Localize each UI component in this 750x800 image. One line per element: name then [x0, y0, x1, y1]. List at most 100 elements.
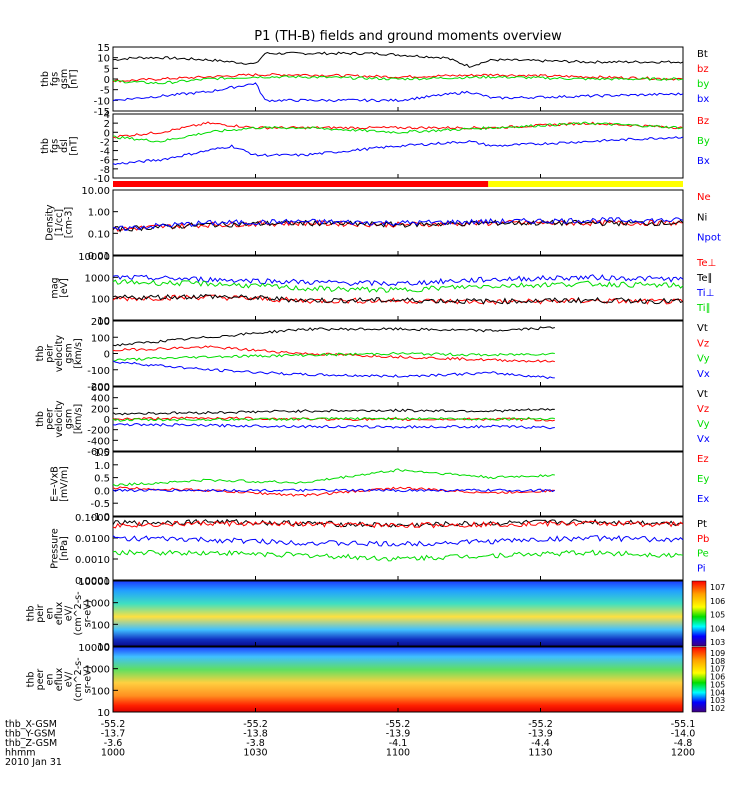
y-tick-label: 600: [91, 383, 110, 394]
plot-title: P1 (TH-B) fields and ground moments over…: [254, 29, 562, 44]
colorbar-tick: 109: [710, 649, 725, 658]
y-axis-label: sr-eV): [83, 666, 94, 694]
y-axis-label: thb: [26, 606, 37, 622]
mode-bar: [113, 181, 683, 187]
y-tick-label: -2: [100, 137, 110, 148]
legend-entry: Vz: [697, 404, 709, 415]
y-axis-label: fgs: [49, 139, 60, 153]
panel-5: 6004002000-200-400-600thbpeervelocitygsm…: [35, 383, 710, 458]
y-axis-label: [nT]: [68, 69, 79, 88]
y-tick-label: 1.5: [94, 448, 110, 459]
legend-entry: Ez: [697, 454, 709, 465]
colorbar-tick: 103: [710, 638, 725, 647]
legend-entry: Npot: [697, 233, 721, 244]
x-row-value: -4.8: [674, 738, 693, 749]
series-line-green: [112, 75, 684, 85]
y-tick-label: 10000: [78, 577, 110, 588]
y-tick-label: -10: [94, 96, 110, 107]
x-row-value: -14.0: [671, 729, 696, 740]
y-tick-label: 1000: [85, 665, 110, 676]
y-tick-label: -6: [100, 156, 110, 167]
series-line-black: [112, 51, 684, 68]
y-axis-label: gsm: [64, 343, 75, 363]
y-axis-label: peir: [45, 344, 56, 363]
y-tick-label: 0.0001: [75, 576, 110, 587]
y-tick-label: 0.0: [94, 486, 110, 497]
panel-frame: [112, 451, 684, 517]
y-tick-label: 15: [97, 43, 110, 54]
y-tick-label: 100: [91, 620, 110, 631]
series-line-red: [112, 219, 684, 232]
series-line-blue: [112, 422, 555, 430]
legend-entry: by: [697, 79, 709, 90]
panel-2: 10.00 1.00 0.10 0.01 Density[1/cc][cm-3] Ne Ni…: [45, 186, 721, 262]
y-tick-label: -0.5: [90, 499, 110, 510]
y-tick-label: 200: [91, 404, 110, 415]
y-tick-label: 2: [104, 119, 110, 130]
x-row-value: -55.2: [243, 719, 268, 730]
y-tick-label: 0: [104, 415, 110, 426]
series-line-black: [112, 294, 684, 305]
y-tick-label: 10000: [78, 643, 110, 654]
y-axis-label: E=-VxB: [49, 466, 60, 501]
y-axis-label: peer: [45, 408, 56, 430]
series-line-red: [112, 345, 555, 363]
spectrogram: [113, 581, 683, 646]
y-axis-label: peer: [35, 669, 46, 691]
y-axis-label: gsm: [59, 69, 70, 89]
panel-7: 0.1000 0.0100 0.0010 0.0001 Pressure[nPa] Pt P…: [49, 513, 709, 587]
colorbar-tick: 104: [710, 688, 725, 697]
series-line-blue: [112, 216, 684, 231]
series-line-green: [112, 468, 555, 487]
y-axis-label: (cm^2-s-: [73, 592, 84, 636]
y-tick-label: 1000: [85, 599, 110, 610]
x-row-value: 1000: [101, 748, 125, 759]
x-row-value: 1030: [243, 748, 267, 759]
legend-entry: Vy: [697, 419, 710, 430]
y-axis-label: Density: [45, 204, 56, 240]
x-row-value: -4.4: [531, 738, 550, 749]
colorbar: [691, 580, 707, 647]
colorbar: [691, 646, 707, 713]
x-row-value: -3.6: [104, 738, 123, 749]
y-tick-label: -15: [94, 107, 110, 118]
y-tick-label: 1.00: [88, 208, 110, 219]
y-axis-label: velocity: [54, 335, 65, 373]
x-row-value: 1130: [528, 748, 552, 759]
y-axis-label: thb: [40, 138, 51, 154]
y-axis-label: [eV]: [59, 278, 70, 298]
legend-entry: bx: [697, 94, 709, 105]
series-line-blue: [112, 274, 684, 287]
series-line-green: [112, 351, 555, 362]
y-tick-label: -5: [100, 86, 110, 97]
y-tick-label: 10: [97, 316, 110, 327]
y-tick-label: -4: [100, 147, 110, 158]
x-row-value: -55.2: [386, 719, 411, 730]
legend-entry: Vx: [697, 434, 710, 445]
x-row-label: thb_Z-GSM: [5, 738, 57, 749]
y-tick-label: 0: [104, 128, 110, 139]
y-axis-label: (cm^2-s-: [73, 658, 84, 702]
y-tick-label: -10: [94, 174, 110, 185]
series-line-green: [112, 278, 684, 293]
y-tick-label: 200: [91, 317, 110, 328]
y-axis-label: [nPa]: [59, 536, 70, 561]
series-line-green: [112, 416, 555, 422]
colorbar-tick: 105: [710, 680, 725, 689]
y-tick-label: -8: [100, 165, 110, 176]
panel-8: 107 106 105 104 103 10000 1000 100 10 thbpeirenef…: [26, 577, 726, 653]
y-axis-label: [km/s]: [73, 338, 84, 368]
date-label: 2010 Jan 31: [5, 757, 62, 768]
colorbar-tick: 102: [710, 704, 725, 713]
y-axis-label: Pressure: [49, 528, 60, 569]
x-row-value: 1100: [386, 748, 410, 759]
legend-entry: Vy: [697, 354, 710, 365]
y-axis-label: eflux: [54, 601, 65, 625]
legend-entry: bz: [697, 64, 709, 75]
mode-bar-segment-red: [113, 181, 489, 187]
y-axis-label: en: [45, 674, 56, 686]
y-tick-label: 10: [97, 54, 110, 65]
x-row-value: -13.9: [528, 729, 553, 740]
